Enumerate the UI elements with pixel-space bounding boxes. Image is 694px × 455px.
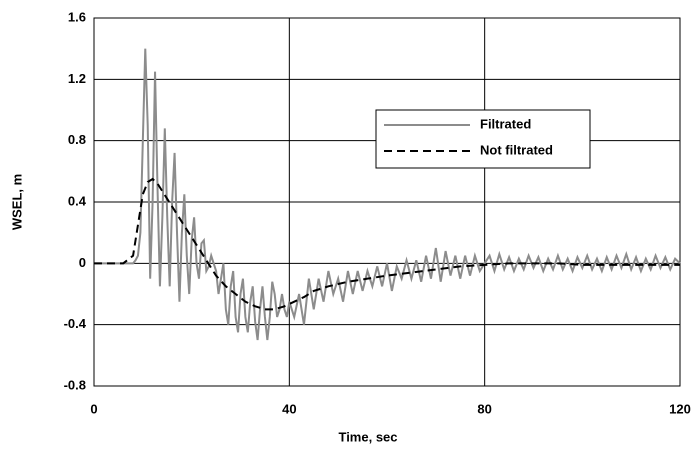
x-tick-label: 0: [90, 401, 97, 416]
y-axis-label: WSEL, m: [9, 174, 24, 230]
y-tick-label: 0.8: [68, 132, 86, 147]
y-tick-label: -0.4: [64, 316, 87, 331]
x-axis-label: Time, sec: [338, 429, 397, 444]
y-tick-label: 1.6: [68, 9, 86, 24]
y-tick-label: 0: [79, 255, 86, 270]
plot-frame: [93, 17, 681, 387]
x-tick-label: 120: [669, 401, 691, 416]
x-tick-label: 40: [282, 401, 296, 416]
series-line: [94, 48, 681, 341]
series-line: [94, 177, 680, 311]
legend: [375, 109, 591, 169]
y-tick-label: -0.8: [64, 377, 86, 392]
x-tick-label: 80: [477, 401, 491, 416]
y-tick-label: 1.2: [68, 71, 86, 86]
legend-label: Not filtrated: [480, 142, 553, 157]
legend-label: Filtrated: [480, 116, 531, 131]
y-tick-label: 0.4: [68, 193, 87, 208]
